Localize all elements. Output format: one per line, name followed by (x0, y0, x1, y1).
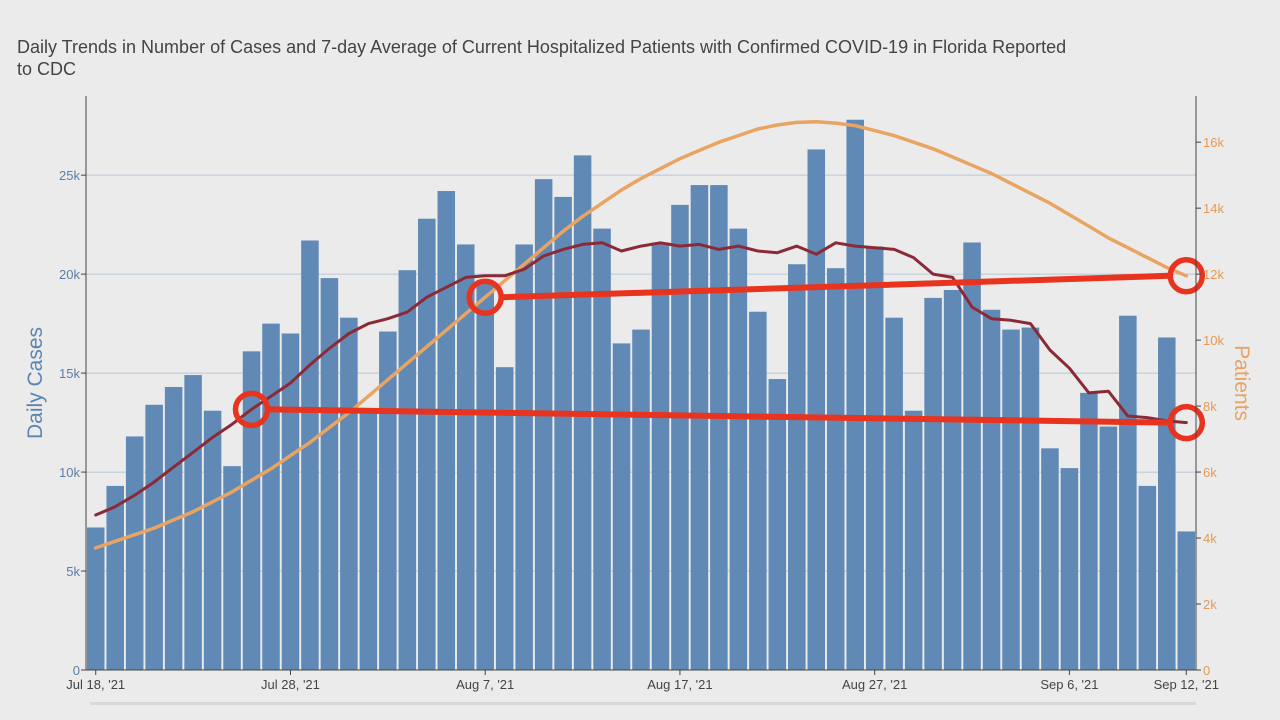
bar[interactable] (262, 323, 280, 670)
bottom-scrollbar-track[interactable] (90, 702, 1196, 705)
bar-series (86, 119, 1196, 671)
line-hospitalized[interactable] (93, 119, 1189, 550)
bar[interactable] (982, 309, 1001, 670)
bar[interactable] (1080, 392, 1098, 670)
bar[interactable] (359, 408, 378, 670)
bar[interactable] (807, 149, 826, 670)
y-tick-label-right: 2k (1203, 597, 1217, 612)
bar[interactable] (184, 375, 202, 670)
bar[interactable] (1060, 468, 1079, 670)
bar[interactable] (749, 311, 767, 670)
bar[interactable] (904, 410, 923, 670)
line-cases-average[interactable] (94, 241, 1188, 517)
y-tick-label-right: 0 (1203, 663, 1210, 678)
y-axis-title-left: Daily Cases (24, 327, 47, 439)
bar[interactable] (1021, 327, 1040, 670)
y-tick-label-right: 6k (1203, 465, 1217, 480)
bar[interactable] (1119, 315, 1137, 670)
bar[interactable] (1158, 337, 1176, 670)
x-tick-label: Sep 6, '21 (1040, 677, 1098, 692)
x-tick-label: Sep 12, '21 (1154, 677, 1219, 692)
y-tick-label-right: 14k (1203, 201, 1224, 216)
y-tick-label-left: 25k (59, 168, 80, 183)
bar[interactable] (515, 244, 533, 670)
bar[interactable] (1041, 448, 1059, 670)
line-series (93, 119, 1189, 550)
bar[interactable] (437, 191, 456, 670)
bar[interactable] (281, 333, 300, 670)
bar[interactable] (320, 278, 339, 670)
bar[interactable] (846, 119, 864, 670)
bar[interactable] (418, 218, 436, 670)
annotation-circle (1167, 403, 1206, 442)
annotation-circle (232, 390, 271, 429)
annotations (232, 257, 1206, 442)
bar[interactable] (456, 244, 475, 670)
bar[interactable] (593, 228, 611, 671)
bar[interactable] (203, 410, 222, 670)
bar[interactable] (398, 270, 417, 670)
annotation-connector (265, 406, 1173, 426)
bar[interactable] (963, 242, 981, 670)
bar[interactable] (1177, 531, 1196, 670)
bar[interactable] (340, 317, 358, 670)
bar[interactable] (671, 204, 689, 671)
bar[interactable] (125, 436, 144, 670)
bar[interactable] (729, 228, 748, 671)
bar[interactable] (710, 185, 728, 670)
bar[interactable] (612, 343, 631, 670)
y-tick-label-right: 16k (1203, 135, 1224, 150)
bar[interactable] (554, 196, 572, 670)
bar[interactable] (885, 317, 903, 670)
bar[interactable] (788, 264, 806, 670)
y-tick-label-left: 10k (59, 465, 80, 480)
y-tick-label-right: 10k (1203, 333, 1224, 348)
x-tick-label: Jul 28, '21 (261, 677, 320, 692)
x-tick-label: Aug 27, '21 (842, 677, 907, 692)
x-tick-label: Jul 18, '21 (66, 677, 125, 692)
bar[interactable] (865, 246, 884, 670)
bar[interactable] (943, 289, 962, 670)
y-tick-label-left: 20k (59, 267, 80, 282)
bar[interactable] (826, 268, 845, 670)
bar[interactable] (534, 179, 553, 670)
bar[interactable] (651, 242, 670, 670)
annotation-circle (1167, 257, 1206, 295)
y-axis-title-right: Patients (1230, 345, 1253, 421)
bar[interactable] (476, 282, 494, 670)
bar[interactable] (1138, 485, 1157, 670)
bar[interactable] (223, 466, 241, 670)
bar[interactable] (242, 351, 261, 670)
bar[interactable] (924, 297, 942, 670)
bar[interactable] (632, 329, 650, 670)
bar[interactable] (164, 386, 183, 670)
bar[interactable] (495, 367, 514, 670)
chart-title-line2: to CDC (17, 59, 76, 79)
axes: 0 5k 10k 15k 20k 25k 0 2k 4k 6k 8k 10k 12k 14k 16k Jul … (59, 96, 1224, 692)
x-tick-label: Aug 17, '21 (647, 677, 712, 692)
chart-title-line1: Daily Trends in Number of Cases and 7-da… (17, 37, 1066, 57)
bar[interactable] (86, 527, 105, 670)
x-tick-label: Aug 7, '21 (456, 677, 514, 692)
bar[interactable] (301, 240, 319, 671)
y-tick-label-right: 12k (1203, 267, 1224, 282)
y-tick-label-right: 4k (1203, 531, 1217, 546)
bar[interactable] (379, 331, 397, 670)
bar[interactable] (106, 485, 124, 670)
annotation-circle (466, 278, 504, 316)
y-tick-label-left: 15k (59, 366, 80, 381)
bar[interactable] (145, 404, 163, 670)
y-tick-label-left: 0 (73, 663, 80, 678)
y-tick-label-left: 5k (66, 564, 80, 579)
y-tick-label-right: 8k (1203, 399, 1217, 414)
bar[interactable] (1099, 426, 1118, 670)
annotation-connector (499, 272, 1173, 301)
bar[interactable] (1002, 329, 1020, 670)
bar[interactable] (690, 185, 709, 670)
bar[interactable] (768, 379, 787, 670)
